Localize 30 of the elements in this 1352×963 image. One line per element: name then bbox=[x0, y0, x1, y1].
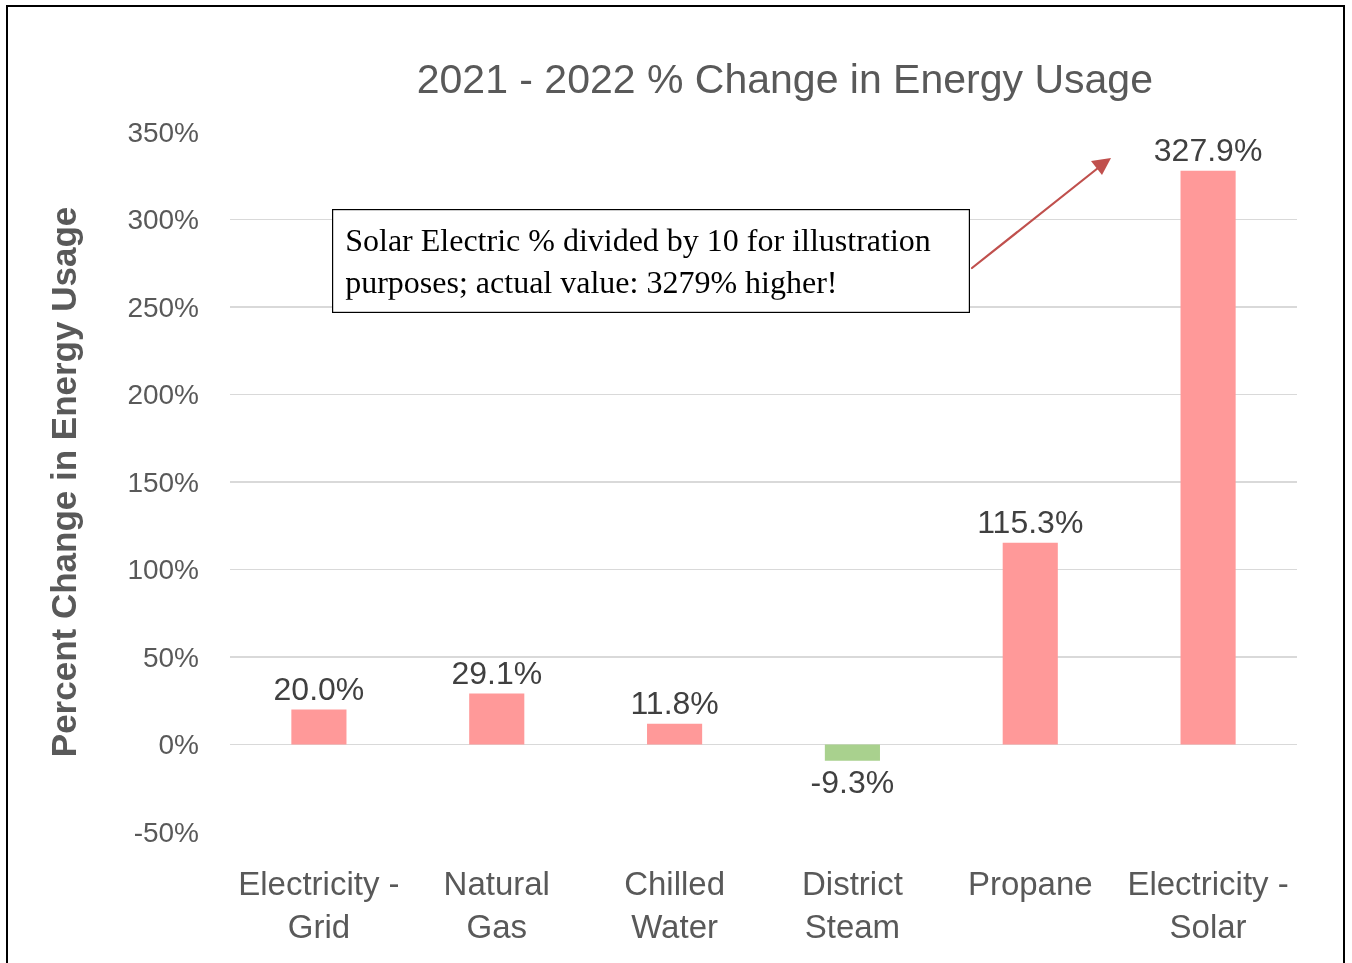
data-label: 11.8% bbox=[630, 684, 719, 721]
y-axis-title: Percent Change in Energy Usage bbox=[43, 206, 83, 758]
bar bbox=[1180, 170, 1236, 745]
y-tick-label: 100% bbox=[127, 554, 199, 586]
x-tick-label: Electricity - Solar bbox=[1127, 865, 1289, 945]
y-tick-label: 200% bbox=[127, 379, 199, 411]
annotation: Solar Electric % divided by 10 for illustration purposes; actual value: 3279% higher! bbox=[345, 222, 931, 300]
bar bbox=[1002, 542, 1058, 745]
bar bbox=[469, 693, 525, 745]
chart-title: 2021 - 2022 % Change in Energy Usage bbox=[416, 56, 1153, 103]
data-label: 20.0% bbox=[273, 670, 365, 707]
data-label: 115.3% bbox=[977, 503, 1084, 540]
y-tick-label: 300% bbox=[127, 204, 199, 236]
y-tick-label: 150% bbox=[127, 466, 199, 498]
y-tick-label: 0% bbox=[158, 729, 199, 761]
x-tick-label: District Steam bbox=[802, 865, 903, 945]
x-tick-label: Chilled Water bbox=[624, 865, 726, 945]
x-tick-label: Electricity - Grid bbox=[238, 865, 400, 945]
data-label: 29.1% bbox=[451, 654, 543, 691]
x-tick-label: Propane bbox=[967, 865, 1093, 902]
bar bbox=[647, 723, 703, 745]
y-tick-label: 250% bbox=[127, 291, 199, 323]
data-label: -9.3% bbox=[810, 763, 895, 800]
y-tick-label: -50% bbox=[133, 816, 199, 848]
y-tick-label: 50% bbox=[142, 641, 199, 673]
y-tick-label: 350% bbox=[127, 116, 199, 148]
data-label: 327.9% bbox=[1153, 131, 1263, 168]
bar bbox=[824, 744, 880, 761]
bar bbox=[291, 709, 347, 745]
x-tick-label: Natural Gas bbox=[443, 865, 550, 945]
